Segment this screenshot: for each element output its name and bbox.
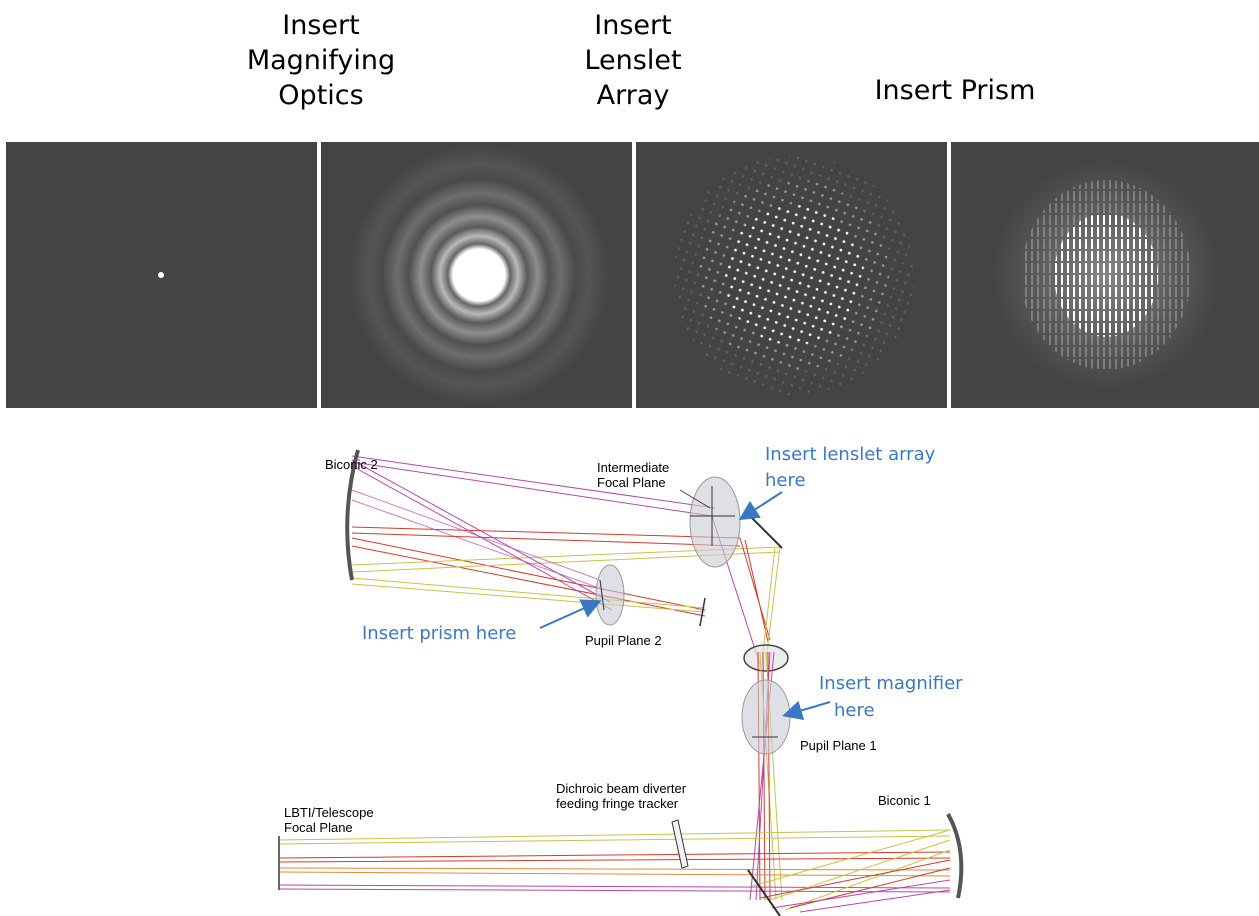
label-dichroic-1: Dichroic beam diverter: [556, 781, 687, 796]
ray-bundle-lower: [279, 829, 951, 913]
intermediate-focal-plane-disc: [689, 476, 741, 568]
panel-lenslet-spots: [636, 142, 947, 408]
heading-lenslet-array: Insert Lenslet Array: [584, 10, 682, 111]
optical-layout-diagram: Biconic 2 Intermediate Focal Plane Pupil…: [278, 444, 964, 916]
fold-mirror-upper: [747, 513, 783, 549]
label-lbti: LBTI/Telescope: [284, 805, 374, 820]
ray-bundle-upper: [351, 455, 781, 666]
note-lenslet-here: here: [765, 470, 806, 491]
note-magnifier: Insert magnifier: [819, 673, 963, 694]
label-focal-plane: Focal Plane: [597, 475, 666, 490]
heading-prism: Insert Prism: [874, 75, 1036, 106]
image-panels: [6, 142, 1259, 408]
label-biconic-2: Biconic 2: [325, 457, 378, 472]
label-intermediate: Intermediate: [597, 460, 669, 475]
fold-mirror-lower: [747, 869, 781, 916]
dichroic-beam-diverter: [671, 819, 689, 869]
label-biconic-1: Biconic 1: [878, 793, 931, 808]
label-pupil-plane-1: Pupil Plane 1: [800, 738, 877, 753]
pupil-plane-2-disc: [595, 564, 625, 626]
note-prism: Insert prism here: [362, 623, 516, 644]
label-pupil-plane-2: Pupil Plane 2: [585, 633, 662, 648]
note-magnifier-here: here: [834, 700, 875, 721]
biconic-1-mirror: [946, 813, 964, 899]
pupil-plane-1-disc: [741, 679, 791, 755]
biconic-2-mirror: [345, 449, 360, 581]
label-lbti-focal-plane: Focal Plane: [284, 820, 353, 835]
point-spot: [158, 272, 164, 278]
note-lenslet: Insert lenslet array: [765, 444, 936, 465]
label-dichroic-2: feeding fringe tracker: [556, 796, 679, 811]
panel-dispersed-spectra: [951, 142, 1259, 408]
heading-magnifying-optics: Insert Magnifying Optics: [246, 10, 396, 111]
panel-airy-pattern: [321, 142, 632, 408]
panel-point-source: [6, 142, 317, 408]
